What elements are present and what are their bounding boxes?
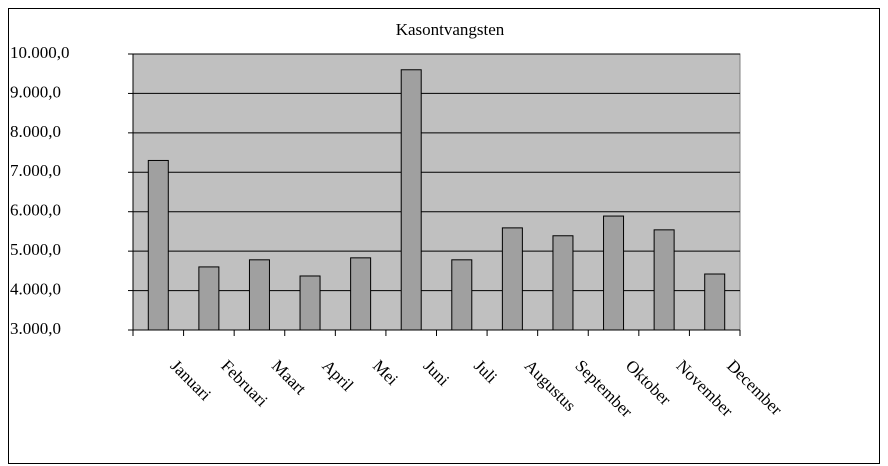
y-tick-label: 6.000,0 bbox=[10, 201, 61, 220]
y-tick-label: 9.000,0 bbox=[10, 82, 61, 101]
bar bbox=[400, 69, 422, 331]
bar bbox=[299, 275, 321, 331]
bar bbox=[451, 259, 473, 331]
y-tick-label: 7.000,0 bbox=[10, 161, 61, 180]
y-tick-label: 4.000,0 bbox=[10, 279, 61, 298]
bar bbox=[552, 235, 574, 331]
plot-area bbox=[132, 53, 741, 331]
bar bbox=[350, 257, 372, 331]
y-tick-label: 8.000,0 bbox=[10, 122, 61, 141]
bar bbox=[248, 259, 270, 331]
bar bbox=[704, 273, 726, 331]
bar bbox=[501, 227, 523, 331]
y-tick-label: 3.000,0 bbox=[10, 319, 61, 338]
bar bbox=[603, 215, 625, 331]
y-tick-label: 10.000,0 bbox=[10, 43, 70, 62]
bar bbox=[147, 159, 169, 331]
bar bbox=[198, 266, 220, 331]
bar bbox=[653, 229, 675, 331]
y-tick-label: 5.000,0 bbox=[10, 240, 61, 259]
chart-title: Kasontvangsten bbox=[396, 20, 505, 39]
